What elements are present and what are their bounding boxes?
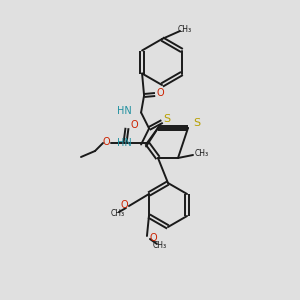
Text: HN: HN [117, 139, 132, 148]
Text: O: O [130, 120, 138, 130]
Text: O: O [149, 233, 157, 243]
Text: O: O [102, 137, 110, 147]
Text: CH₃: CH₃ [195, 149, 209, 158]
Text: O: O [120, 200, 128, 210]
Text: S: S [194, 118, 201, 128]
Text: CH₃: CH₃ [153, 242, 167, 250]
Text: CH₃: CH₃ [111, 209, 125, 218]
Text: HN: HN [117, 106, 132, 116]
Text: S: S [164, 113, 171, 124]
Text: CH₃: CH₃ [178, 26, 192, 34]
Text: O: O [156, 88, 164, 98]
